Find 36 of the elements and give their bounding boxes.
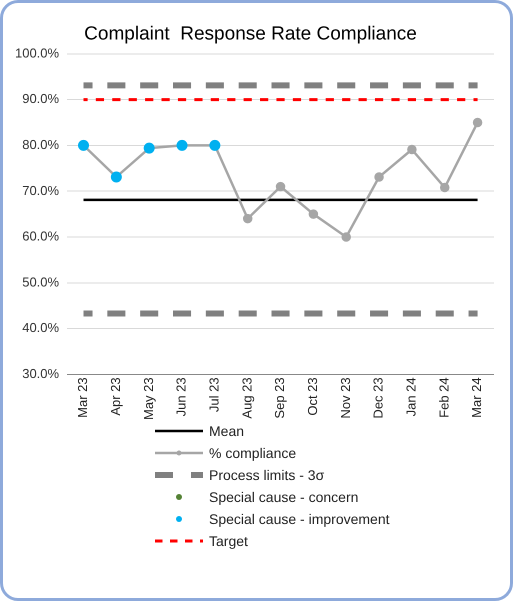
x-tick-label: Oct 23 bbox=[304, 377, 320, 416]
y-tick-label: 90.0% bbox=[22, 91, 60, 106]
y-tick-label: 50.0% bbox=[22, 274, 60, 290]
chart-title: Complaint Response Rate Compliance bbox=[84, 24, 417, 45]
y-tick-label: 70.0% bbox=[22, 182, 60, 198]
point bbox=[440, 182, 450, 192]
x-tick-label: Nov 23 bbox=[338, 377, 353, 419]
x-tick-label: May 23 bbox=[140, 377, 156, 420]
point bbox=[374, 172, 384, 182]
x-tick-label: Dec 23 bbox=[370, 377, 386, 419]
x-tick-label: Jul 23 bbox=[206, 377, 222, 412]
legend-label: % compliance bbox=[209, 445, 296, 461]
y-tick-label: 100.0% bbox=[14, 45, 60, 60]
point bbox=[407, 144, 417, 154]
legend-label: Process limits - 3σ bbox=[209, 467, 324, 483]
x-tick-label: Mar 24 bbox=[469, 377, 484, 418]
point bbox=[308, 209, 318, 219]
legend-label: Target bbox=[209, 533, 248, 549]
legend-label: Special cause - concern bbox=[209, 489, 358, 505]
x-tick-label: Mar 23 bbox=[75, 377, 90, 418]
point bbox=[242, 214, 252, 224]
legend-label: Mean bbox=[209, 423, 244, 439]
x-tick-label: Feb 24 bbox=[436, 377, 452, 418]
y-tick-label: 30.0% bbox=[22, 366, 60, 381]
x-tick-label: Jun 23 bbox=[174, 377, 189, 416]
x-tick-label: Aug 23 bbox=[239, 377, 254, 419]
x-tick-label: Jan 24 bbox=[403, 377, 418, 416]
legend-label: Special cause - improvement bbox=[209, 511, 390, 527]
point bbox=[472, 118, 482, 128]
x-tick-label: Sep 23 bbox=[272, 377, 288, 419]
y-tick-label: 40.0% bbox=[22, 320, 60, 336]
point bbox=[341, 232, 351, 242]
y-tick-label: 60.0% bbox=[22, 228, 60, 244]
y-tick-label: 80.0% bbox=[22, 136, 60, 152]
x-tick-label: Apr 23 bbox=[108, 377, 123, 416]
point bbox=[276, 182, 286, 192]
